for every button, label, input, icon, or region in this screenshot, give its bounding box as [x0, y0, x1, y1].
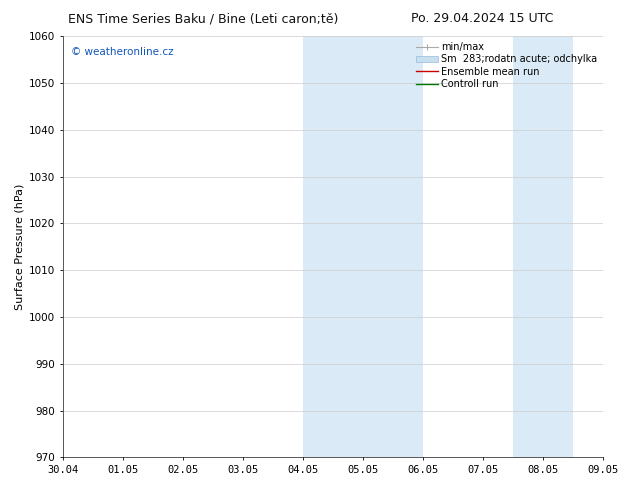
- Bar: [514, 36, 573, 457]
- Bar: [303, 36, 424, 457]
- Y-axis label: Surface Pressure (hPa): Surface Pressure (hPa): [15, 184, 25, 310]
- Text: Po. 29.04.2024 15 UTC: Po. 29.04.2024 15 UTC: [411, 12, 553, 25]
- Text: ENS Time Series Baku / Bine (Leti caron;tě): ENS Time Series Baku / Bine (Leti caron;…: [68, 12, 338, 25]
- Legend: min/max, Sm  283;rodatn acute; odchylka, Ensemble mean run, Controll run: min/max, Sm 283;rodatn acute; odchylka, …: [412, 38, 602, 93]
- Text: © weatheronline.cz: © weatheronline.cz: [71, 47, 174, 57]
